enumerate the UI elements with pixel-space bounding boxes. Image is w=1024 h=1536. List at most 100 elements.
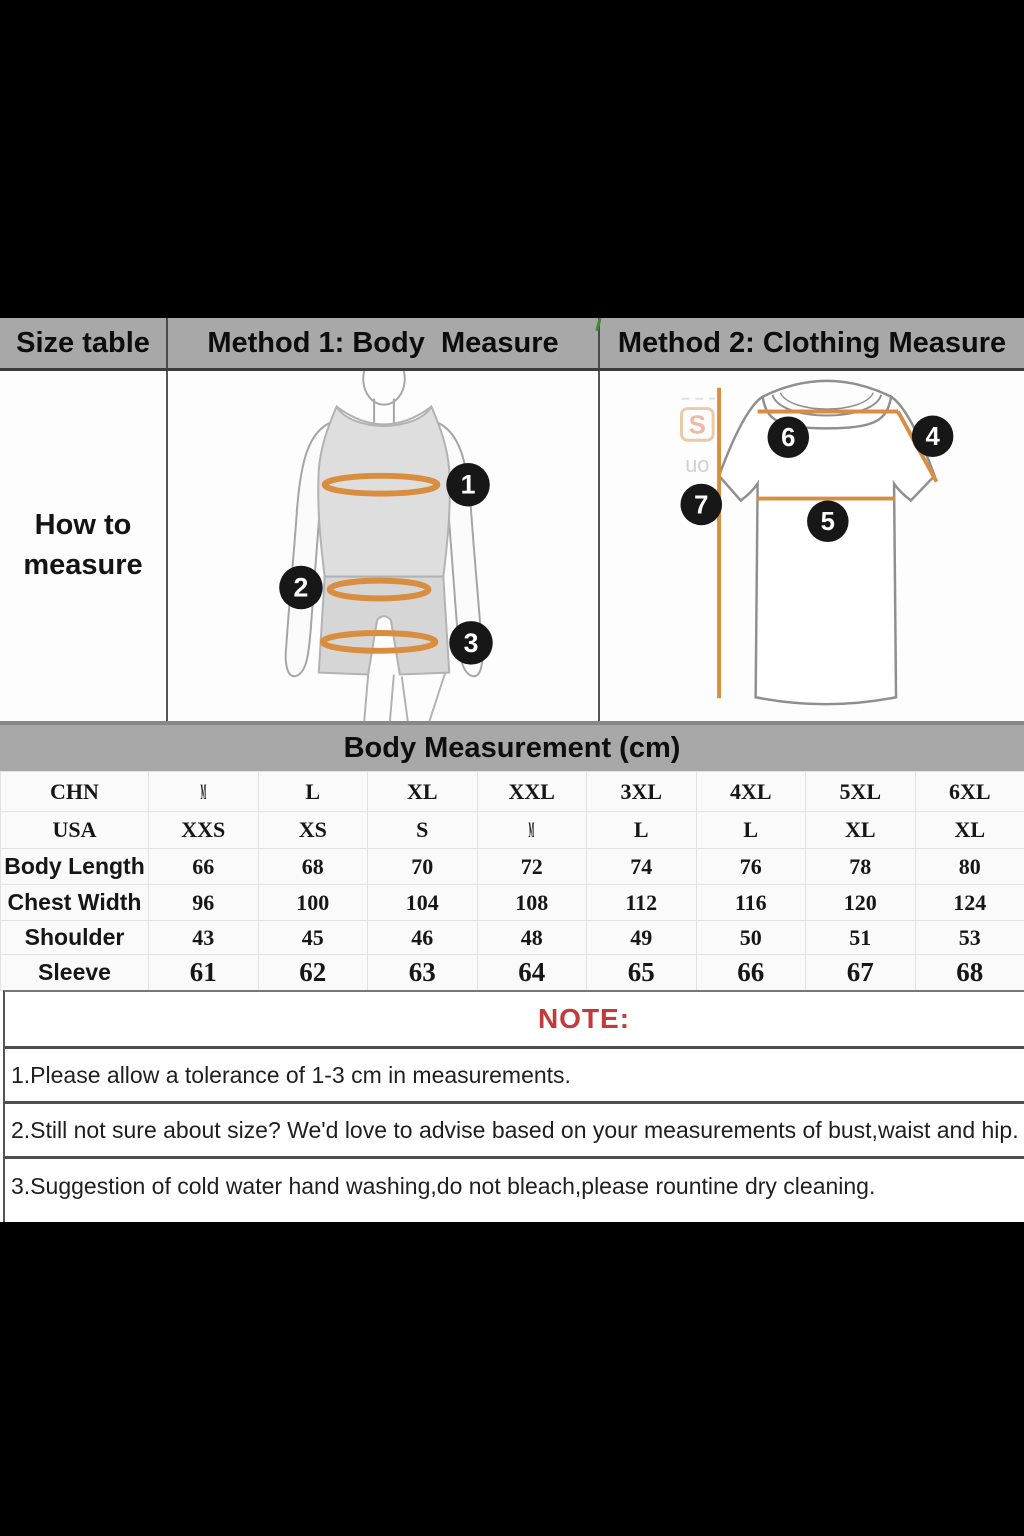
size-cell: L	[586, 811, 697, 849]
size-cell: 4XL	[695, 771, 806, 812]
table-row: Chest Width 96 100 104 108 112 116 120 124	[0, 884, 1024, 921]
waist-band	[326, 577, 432, 602]
how-to-measure-line2: measure	[23, 549, 143, 581]
size-cell: L	[695, 811, 806, 849]
size-cell: 51	[805, 920, 916, 955]
note-item: 3.Suggestion of cold water hand washing,…	[11, 1173, 876, 1199]
size-cell: 124	[914, 884, 1024, 921]
svg-text:4: 4	[925, 423, 940, 451]
size-cell: 70	[367, 848, 478, 885]
size-cell: 74	[586, 848, 697, 885]
size-cell: 49	[586, 920, 697, 955]
hip-band	[319, 630, 439, 654]
svg-text:S: S	[689, 411, 706, 439]
size-cell: 68	[914, 954, 1024, 991]
table-row: USA XXS XS S M L L XL XL	[0, 811, 1024, 849]
size-cell: 45	[257, 920, 368, 955]
body-measure-cell: 1 2 3	[168, 371, 600, 721]
size-cell: 96	[148, 884, 259, 921]
size-cell: 5XL	[805, 771, 916, 812]
size-cell: 80	[914, 848, 1024, 885]
size-cell: 112	[586, 884, 697, 921]
size-cell: L	[257, 771, 368, 812]
size-cell: 50	[695, 920, 806, 955]
letterbox-bottom	[0, 1222, 1024, 1536]
table-row: Shoulder 43 45 46 48 49 50 51 53	[0, 920, 1024, 955]
size-cell: 61	[148, 954, 259, 991]
row-label: USA	[0, 811, 149, 849]
marker-1-badge: 1	[446, 462, 490, 507]
table-header-row: Size table Method 1: Body Measure Method…	[0, 318, 1024, 371]
size-cell: 116	[695, 884, 806, 921]
size-cell: 48	[476, 920, 587, 955]
watermark-logo: S uo	[680, 397, 716, 477]
size-measurement-table: CHN M L XL XXL 3XL 4XL 5XL 6XL USA XXS XS S M L L XL XL Bo…	[0, 771, 1024, 991]
clothing-measure-cell: S uo	[600, 371, 1024, 721]
marker-7-badge: 7	[680, 483, 723, 526]
row-label: Sleeve	[0, 954, 149, 991]
size-cell: XL	[914, 811, 1024, 849]
svg-text:6: 6	[781, 424, 795, 452]
marker-4-badge: 4	[911, 415, 954, 458]
size-cell: 65	[586, 954, 697, 991]
svg-text:1: 1	[461, 470, 476, 500]
marker-5-badge: 5	[807, 500, 849, 543]
row-label: Chest Width	[0, 884, 149, 921]
size-cell: 72	[476, 848, 587, 885]
letterbox-top	[0, 0, 1024, 318]
size-cell: 66	[148, 848, 259, 885]
svg-text:7: 7	[694, 491, 708, 519]
size-chart-content: Size table Method 1: Body Measure Method…	[0, 317, 1024, 1222]
svg-text:uo: uo	[685, 452, 709, 477]
size-cell: 78	[805, 848, 916, 885]
size-cell: 43	[148, 920, 259, 955]
size-cell: 108	[476, 884, 587, 921]
size-cell: 67	[805, 954, 916, 991]
illustration-row: How to measure	[0, 371, 1024, 721]
marker-2-badge: 2	[279, 565, 323, 610]
size-table-header: Size table	[0, 318, 168, 368]
notes-section: NOTE: 1.Please allow a tolerance of 1-3 …	[3, 990, 1024, 1222]
size-cell: M	[476, 811, 587, 849]
how-to-measure-cell: How to measure	[0, 371, 168, 721]
how-to-measure-line1: How to	[34, 509, 132, 542]
row-label: Shoulder	[0, 920, 149, 955]
row-label: CHN	[0, 771, 149, 812]
svg-text:3: 3	[464, 628, 479, 658]
size-cell: 53	[914, 920, 1024, 955]
marker-3-badge: 3	[449, 621, 493, 665]
size-cell: XXS	[148, 811, 259, 849]
size-cell: 120	[805, 884, 916, 921]
chest-band	[321, 472, 441, 497]
size-cell: M	[148, 771, 259, 812]
marker-6-badge: 6	[767, 416, 810, 459]
size-cell: XL	[805, 811, 916, 849]
size-cell: S	[367, 811, 478, 849]
size-cell: 100	[257, 884, 368, 921]
size-cell: XS	[257, 811, 368, 849]
size-cell: 76	[695, 848, 806, 885]
note-title-row: NOTE:	[5, 992, 1024, 1049]
note-title: NOTE:	[537, 1003, 631, 1034]
size-cell: 104	[367, 884, 478, 921]
table-row: Body Length 66 68 70 72 74 76 78 80	[0, 848, 1024, 885]
size-cell: 63	[367, 954, 478, 991]
size-cell: 46	[367, 920, 478, 955]
body-measurement-title: Body Measurement (cm)	[0, 721, 1024, 771]
size-cell: 66	[695, 954, 806, 991]
body-figure-illustration: 1 2 3	[279, 371, 493, 721]
table-row: CHN M L XL XXL 3XL 4XL 5XL 6XL	[0, 771, 1024, 812]
note-item: 2.Still not sure about size? We'd love t…	[5, 1104, 1024, 1159]
svg-text:5: 5	[821, 508, 835, 536]
size-cell: XL	[367, 771, 478, 812]
size-cell: 3XL	[586, 771, 697, 812]
tshirt-illustration: S uo	[680, 379, 954, 706]
method1-header: Method 1: Body Measure	[168, 318, 600, 368]
note-item: 1.Please allow a tolerance of 1-3 cm in …	[5, 1049, 1024, 1104]
size-cell: XXL	[476, 771, 587, 812]
svg-text:2: 2	[294, 572, 309, 602]
size-cell: 68	[257, 848, 368, 885]
method2-header: Method 2: Clothing Measure	[617, 326, 1007, 359]
row-label: Body Length	[0, 848, 149, 885]
